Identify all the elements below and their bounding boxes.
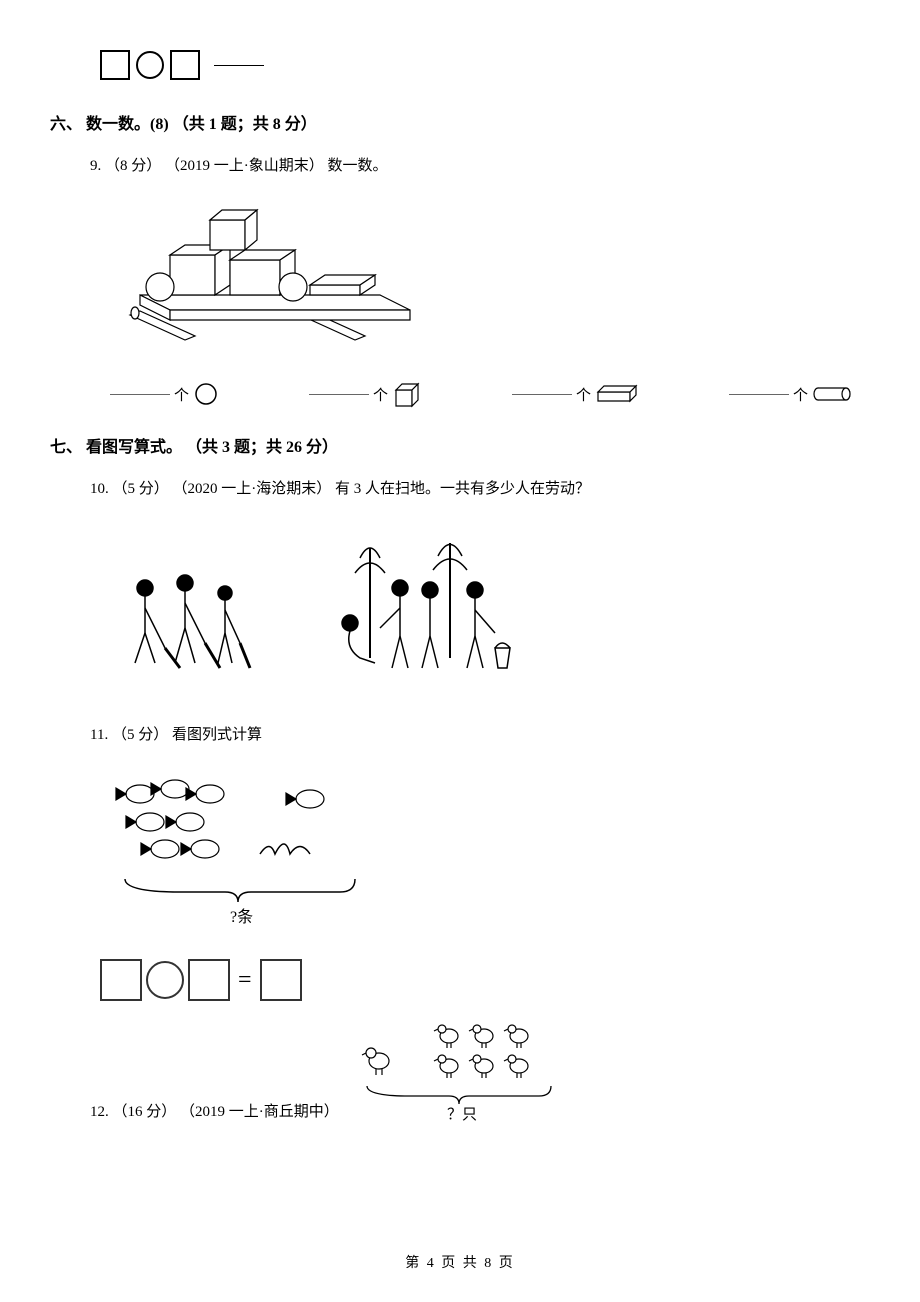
circle-shape [136, 51, 164, 79]
q9-text: 数一数。 [328, 158, 388, 174]
answer-blank [309, 394, 369, 395]
q9-line: 9. （8 分） （2019 一上·象山期末） 数一数。 [90, 154, 870, 175]
unit-text: 个 [576, 384, 591, 405]
top-shapes-row [100, 50, 870, 80]
q10-figure [110, 518, 870, 703]
unit-text: 个 [373, 384, 388, 405]
cube-icon [392, 380, 422, 408]
answer-blank [110, 394, 170, 395]
equals-sign: = [238, 967, 252, 994]
section-7-header: 七、 看图写算式。 （共 3 题；共 26 分） [50, 433, 870, 457]
q11-line: 11. （5 分） 看图列式计算 [90, 723, 870, 744]
unit-text: 个 [174, 384, 189, 405]
q12-line: 12. （16 分） （2019 一上·商丘期中） [90, 1100, 339, 1121]
q9-answers: 个 个 个 个 [110, 380, 870, 408]
fish-svg: ?条 [110, 764, 370, 934]
q10-number: 10. [90, 481, 109, 497]
cylinder-icon [812, 385, 852, 403]
square-shape [100, 50, 130, 80]
section-number: 七、 [50, 439, 82, 456]
section-meta: （共 1 题；共 8 分） [173, 116, 317, 133]
sphere-icon [193, 381, 219, 407]
people-working-svg [110, 518, 540, 698]
page-footer: 第 4 页 共 8 页 [0, 1252, 920, 1272]
q10-points: （5 分） [113, 481, 169, 497]
cuboid-icon [595, 384, 639, 404]
q12-source: （2019 一上·商丘期中） [180, 1104, 339, 1120]
q9-number: 9. [90, 158, 101, 174]
q10-source: （2020 一上·海沧期末） [173, 481, 332, 497]
cylinder-answer: 个 [729, 384, 852, 405]
shapes-composition-svg [110, 195, 420, 355]
footer-text: 第 4 页 共 8 页 [405, 1256, 515, 1271]
q12-number: 12. [90, 1104, 109, 1120]
brace-label: ?条 [230, 908, 253, 926]
q10-text: 有 3 人在扫地。一共有多少人在劳动？ [335, 481, 590, 497]
brace-label: ？只 [447, 1107, 477, 1121]
answer-blank [512, 394, 572, 395]
equation-operator [146, 961, 184, 999]
section-title: 数一数。(8) [86, 116, 169, 133]
q11-equation: = [100, 959, 870, 1001]
answer-blank [729, 394, 789, 395]
cuboid-answer: 个 [512, 384, 639, 405]
sphere-answer: 个 [110, 381, 219, 407]
unit-text: 个 [793, 384, 808, 405]
q11-points: （5 分） [112, 727, 168, 743]
q9-figure [110, 195, 870, 360]
q11-number: 11. [90, 727, 108, 743]
q9-source: （2019 一上·象山期末） [165, 158, 324, 174]
cube-answer: 个 [309, 380, 422, 408]
q10-line: 10. （5 分） （2020 一上·海沧期末） 有 3 人在扫地。一共有多少人… [90, 477, 870, 498]
section-meta: （共 3 题；共 26 分） [186, 439, 338, 456]
q12-row: 12. （16 分） （2019 一上·商丘期中） [90, 1021, 870, 1121]
section-number: 六、 [50, 116, 82, 133]
q9-points: （8 分） [105, 158, 161, 174]
chicks-svg: ？只 [359, 1021, 569, 1121]
q12-points: （16 分） [113, 1104, 177, 1120]
equation-box [100, 959, 142, 1001]
square-shape [170, 50, 200, 80]
section-title: 看图写算式。 [86, 439, 182, 456]
equation-box [188, 959, 230, 1001]
section-6-header: 六、 数一数。(8) （共 1 题；共 8 分） [50, 110, 870, 134]
q11-figure: ?条 [110, 764, 870, 939]
answer-blank [214, 65, 264, 66]
equation-box [260, 959, 302, 1001]
q11-text: 看图列式计算 [172, 727, 262, 743]
